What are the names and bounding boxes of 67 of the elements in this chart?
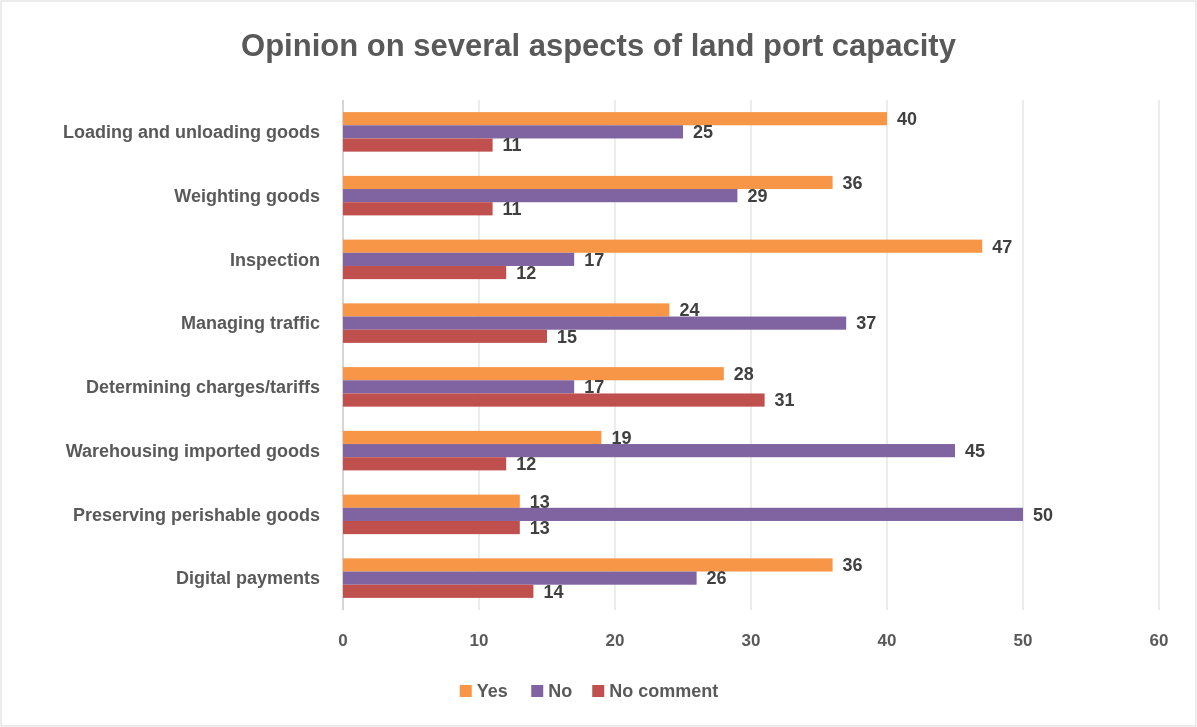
data-label: 47 bbox=[992, 236, 1013, 257]
x-tick-label: 40 bbox=[877, 630, 897, 650]
data-label: 26 bbox=[706, 568, 727, 589]
data-label: 11 bbox=[502, 135, 522, 156]
y-tick-label: Determining charges/tariffs bbox=[85, 377, 320, 398]
bar bbox=[343, 316, 847, 330]
bar bbox=[343, 507, 1023, 521]
data-label: 29 bbox=[747, 185, 768, 206]
x-tick-label: 60 bbox=[1149, 630, 1169, 650]
y-tick-label: Digital payments bbox=[175, 568, 320, 589]
data-label: 12 bbox=[516, 262, 537, 283]
y-tick-label: Warehousing imported goods bbox=[65, 440, 320, 461]
data-label: 45 bbox=[965, 440, 986, 461]
y-tick-label: Inspection bbox=[229, 249, 320, 270]
bar bbox=[343, 252, 575, 266]
bar bbox=[343, 584, 534, 598]
x-tick-label: 20 bbox=[605, 630, 625, 650]
y-tick-label: Loading and unloading goods bbox=[63, 122, 320, 143]
data-label: 11 bbox=[502, 199, 522, 220]
data-label: 13 bbox=[529, 491, 550, 512]
x-tick-label: 50 bbox=[1013, 630, 1033, 650]
data-label: 17 bbox=[584, 377, 605, 398]
bar bbox=[343, 175, 833, 190]
bar bbox=[343, 329, 547, 343]
data-label: 15 bbox=[557, 326, 578, 347]
data-label: 17 bbox=[584, 249, 605, 270]
data-label: 12 bbox=[516, 454, 537, 475]
legend-label: No bbox=[548, 681, 573, 702]
data-label: 37 bbox=[856, 313, 877, 334]
data-label: 40 bbox=[897, 109, 918, 129]
y-tick-label: Managing traffic bbox=[180, 313, 320, 334]
x-tick-label: 0 bbox=[338, 630, 348, 650]
bar bbox=[343, 571, 697, 585]
bar bbox=[343, 520, 520, 535]
data-label: 36 bbox=[842, 555, 863, 576]
data-label: 50 bbox=[1033, 504, 1054, 525]
data-label: 25 bbox=[693, 122, 714, 143]
data-label: 19 bbox=[611, 427, 632, 448]
bar bbox=[343, 380, 575, 394]
legend-label: No comment bbox=[609, 681, 719, 702]
data-label: 28 bbox=[733, 364, 754, 384]
data-label: 31 bbox=[774, 390, 795, 411]
bar bbox=[343, 367, 724, 381]
data-label: 13 bbox=[529, 517, 550, 538]
legend-label: Yes bbox=[476, 681, 508, 702]
x-tick-label: 30 bbox=[741, 630, 761, 650]
bar bbox=[343, 457, 507, 471]
bar bbox=[343, 494, 520, 508]
data-label: 36 bbox=[842, 172, 863, 193]
bar bbox=[343, 125, 683, 139]
bar bbox=[343, 444, 955, 458]
bar bbox=[343, 265, 507, 280]
bar bbox=[343, 112, 887, 126]
data-label: 14 bbox=[543, 581, 564, 602]
bar bbox=[343, 239, 983, 253]
bar bbox=[343, 558, 833, 572]
bar bbox=[343, 189, 738, 203]
bar bbox=[343, 393, 765, 407]
y-tick-label: Weighting goods bbox=[174, 185, 320, 206]
bar bbox=[343, 138, 493, 152]
y-tick-label: Preserving perishable goods bbox=[72, 504, 320, 525]
bar bbox=[343, 430, 602, 445]
x-tick-label: 10 bbox=[469, 630, 489, 650]
bar bbox=[343, 202, 493, 216]
chart-title: Opinion on several aspects of land port capacity bbox=[241, 28, 957, 63]
bar bbox=[343, 303, 670, 317]
data-label: 24 bbox=[679, 300, 700, 321]
